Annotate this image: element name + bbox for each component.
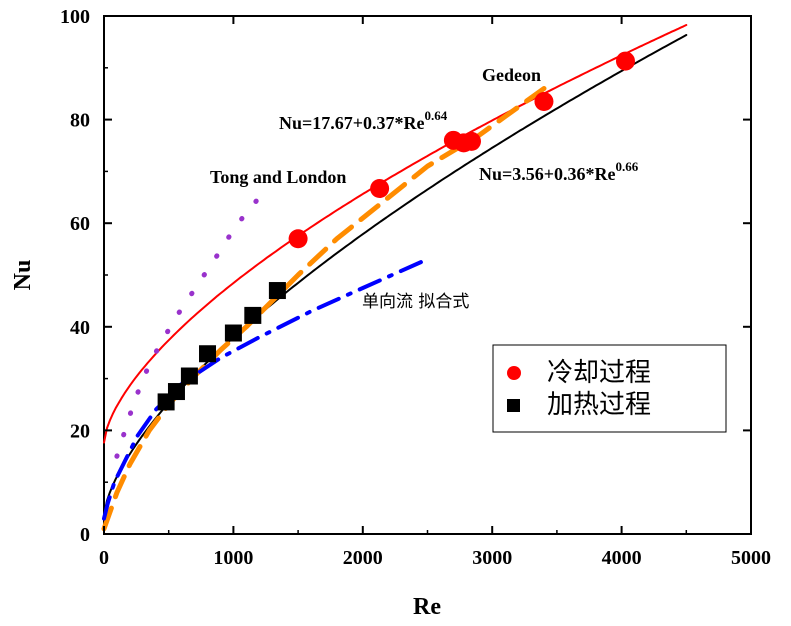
heating-point xyxy=(224,324,242,342)
y-tick-label: 20 xyxy=(70,420,90,442)
y-tick-label: 100 xyxy=(60,6,90,28)
x-tick-label: 0 xyxy=(99,547,109,569)
legend-label-heating: 加热过程 xyxy=(547,390,651,420)
black-fit-curve xyxy=(103,34,688,517)
cooling-point xyxy=(370,178,390,198)
cooling-point xyxy=(288,229,308,249)
black-fit-label: Nu=3.56+0.36*Re0.66 xyxy=(479,159,639,184)
x-axis-title: Re xyxy=(413,594,441,620)
legend-label-cooling: 冷却过程 xyxy=(547,358,651,388)
heating-point xyxy=(268,282,286,300)
y-axis-title: Nu xyxy=(10,260,36,291)
red-fit-formula: Nu=17.67+0.37*Re xyxy=(279,113,425,133)
legend: 冷却过程 加热过程 xyxy=(492,344,727,433)
legend-box xyxy=(492,344,727,433)
cooling-point xyxy=(534,91,554,111)
curves-layer xyxy=(101,24,688,532)
black-fit-exponent: 0.66 xyxy=(616,159,639,174)
x-tick-label: 2000 xyxy=(343,547,383,569)
gedeon-label: Gedeon xyxy=(482,65,541,85)
x-tick-label: 1000 xyxy=(213,547,253,569)
cooling-point xyxy=(615,51,635,71)
y-tick-label: 60 xyxy=(70,213,90,235)
heating-point xyxy=(199,345,217,363)
tong-london-curve xyxy=(114,194,262,459)
points-layer xyxy=(157,51,635,411)
plot-frame xyxy=(103,15,752,535)
red-fit-label: Nu=17.67+0.37*Re0.64 xyxy=(279,108,448,133)
heating-point xyxy=(244,306,262,324)
gedeon-curve xyxy=(101,86,547,532)
heating-point xyxy=(167,383,185,401)
plot-area xyxy=(103,15,752,535)
y-tick-label: 0 xyxy=(80,524,90,546)
x-tick-label: 4000 xyxy=(602,547,642,569)
x-tick-label: 5000 xyxy=(731,547,771,569)
ticks-layer: 0 1000 2000 3000 4000 5000 0 20 40 60 80 100 xyxy=(60,6,771,569)
tong-london-label: Tong and London xyxy=(210,167,346,187)
red-fit-exponent: 0.64 xyxy=(425,108,448,123)
x-tick-label: 3000 xyxy=(472,547,512,569)
legend-marker-heating xyxy=(507,399,520,412)
black-fit-formula: Nu=3.56+0.36*Re xyxy=(479,164,616,184)
red-fit-curve xyxy=(103,24,688,444)
y-tick-label: 40 xyxy=(70,317,90,339)
legend-marker-cooling xyxy=(507,366,521,380)
cooling-point xyxy=(461,131,481,151)
single-flow-fit-label: 单向流 拟合式 xyxy=(362,292,469,312)
y-tick-label: 80 xyxy=(70,110,90,132)
heating-point xyxy=(180,367,198,385)
